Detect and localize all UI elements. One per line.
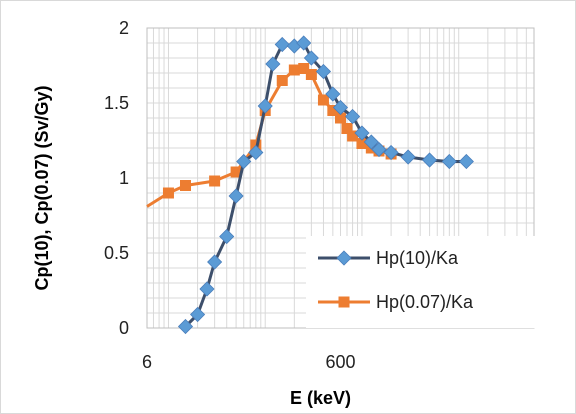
legend-item: Hp(0.07)/Ka: [318, 292, 474, 312]
data-point: [248, 144, 264, 161]
legend-item: Hp(10)/Ka: [318, 248, 459, 268]
data-point: [296, 35, 312, 51]
x-tick-label: 6: [142, 352, 152, 372]
legend-label: Hp(10)/Ka: [376, 248, 459, 268]
data-point: [354, 125, 370, 141]
data-point: [345, 108, 361, 125]
y-tick-label: 2: [119, 18, 129, 38]
data-point: [257, 98, 273, 114]
data-point: [325, 86, 341, 102]
data-point: [276, 75, 288, 86]
data-point: [441, 153, 457, 170]
data-point: [422, 152, 438, 168]
data-point: [383, 144, 399, 161]
data-point: [288, 64, 300, 76]
data-point: [219, 228, 235, 245]
legend: Hp(10)/Ka Hp(0.07)/Ka: [306, 236, 536, 328]
series-layer: [146, 35, 474, 335]
data-point: [341, 123, 353, 134]
data-point: [274, 36, 290, 53]
y-axis-title: Cp(10), Cp(0.07) (Sv/Gy): [32, 85, 52, 290]
data-point: [298, 63, 310, 74]
data-point: [230, 166, 242, 178]
data-point: [363, 134, 379, 150]
data-point: [317, 94, 329, 106]
y-tick-label: 0: [119, 318, 129, 338]
y-tick-label: 1: [119, 168, 129, 188]
data-point: [327, 105, 339, 116]
data-point: [400, 149, 416, 165]
data-point: [209, 175, 221, 187]
data-point: [180, 180, 192, 191]
x-axis-title: E (keV): [290, 388, 351, 408]
data-point: [162, 187, 174, 199]
tick-labels: 0 0.5 1 1.5 2 6 600: [104, 18, 356, 372]
data-point: [335, 112, 346, 124]
data-point: [199, 281, 215, 297]
data-point: [207, 254, 223, 270]
data-point: [265, 56, 281, 72]
data-point: [177, 318, 194, 335]
legend-label: Hp(0.07)/Ka: [376, 292, 474, 312]
data-point: [332, 99, 349, 116]
data-point: [190, 306, 206, 323]
y-tick-label: 1.5: [104, 93, 129, 113]
data-point: [356, 138, 368, 149]
data-point: [347, 130, 359, 142]
data-point: [458, 153, 474, 170]
data-point: [305, 69, 317, 80]
data-point: [371, 141, 387, 158]
legend-swatch-marker: [338, 296, 350, 308]
data-point: [315, 63, 332, 80]
data-point: [303, 50, 319, 66]
data-point: [228, 188, 244, 204]
series-hp10: [177, 35, 474, 335]
data-point: [236, 153, 252, 170]
x-tick-label: 600: [325, 352, 355, 372]
legend-swatch-marker: [336, 250, 352, 266]
y-tick-label: 0.5: [104, 243, 129, 263]
